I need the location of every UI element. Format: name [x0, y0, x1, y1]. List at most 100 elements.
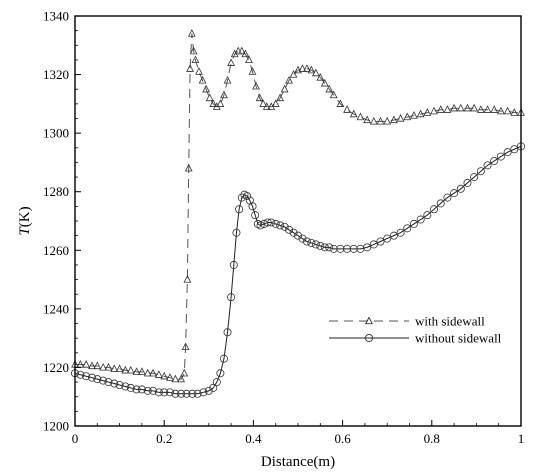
data-point-triangle [271, 99, 280, 107]
data-point-circle [443, 193, 452, 202]
data-point-triangle [436, 105, 445, 113]
data-point-circle [363, 243, 372, 252]
data-point-circle [285, 225, 294, 234]
data-point-circle [110, 379, 119, 388]
data-point-triangle [456, 103, 465, 112]
data-point-triangle [255, 93, 264, 102]
y-tick-label: 1200 [43, 419, 69, 434]
data-point-triangle [227, 58, 235, 66]
data-point-circle [87, 373, 96, 382]
data-point-triangle [503, 106, 512, 115]
data-point-circle [121, 382, 130, 391]
data-point-triangle [138, 367, 146, 375]
data-point-circle [483, 161, 492, 170]
data-point-circle [403, 224, 412, 233]
data-point-circle [463, 178, 472, 187]
data-point-circle [171, 389, 180, 398]
x-tick-label: 0.8 [424, 431, 440, 446]
data-point-triangle [171, 374, 180, 383]
legend-circle-marker-icon [364, 333, 374, 343]
y-tick-label: 1300 [43, 126, 69, 141]
data-point-circle [423, 211, 432, 220]
data-point-triangle [280, 84, 289, 93]
data-point-triangle [463, 103, 472, 112]
x-axis-title: Distance(m) [261, 454, 335, 470]
data-point-triangle [245, 55, 253, 64]
data-point-circle [204, 386, 213, 395]
data-point-circle [182, 389, 191, 398]
data-point-circle [416, 215, 425, 224]
data-point-circle [476, 167, 485, 176]
data-point-triangle [303, 64, 311, 72]
data-point-triangle [356, 112, 365, 121]
plot-frame [74, 15, 522, 427]
y-tick-label: 1220 [43, 360, 69, 375]
x-tick-label: 0.2 [156, 431, 172, 446]
data-point-circle [137, 385, 146, 394]
data-point-circle [289, 228, 298, 237]
data-point-circle [311, 240, 320, 249]
data-point-triangle [186, 64, 194, 72]
data-point-circle [510, 145, 519, 154]
series-line-1 [74, 145, 522, 395]
data-point-circle [76, 370, 85, 379]
data-point-circle [302, 237, 311, 246]
data-point-circle [154, 388, 163, 397]
data-point-triangle [248, 67, 257, 75]
data-point-circle [409, 219, 418, 228]
data-point-triangle [294, 65, 302, 74]
data-point-triangle [336, 99, 345, 107]
data-point-circle [320, 243, 329, 252]
data-point-triangle [307, 65, 316, 74]
y-axis-unit: (K) [17, 206, 33, 227]
data-point-triangle [110, 364, 119, 372]
data-point-triangle [209, 99, 218, 107]
data-point-triangle [410, 111, 418, 119]
data-point-circle [126, 383, 135, 392]
legend-item-with-sidewall: with sidewall [329, 314, 485, 329]
data-point-circle [248, 202, 257, 211]
data-point-triangle [316, 73, 325, 81]
data-point-triangle [154, 370, 163, 378]
data-point-triangle [252, 81, 260, 90]
ticks-layer: 0 0.2 0.4 0.6 0.8 1 1200 1220 1240 1260 1280 1300 13… [43, 9, 524, 447]
axes-layer [74, 15, 522, 427]
legend-label-without-sidewall: without sidewall [415, 331, 502, 346]
data-point-circle [229, 260, 238, 269]
data-point-triangle [115, 364, 124, 372]
data-point-triangle [82, 360, 91, 368]
data-point-triangle [220, 90, 228, 99]
data-point-triangle [311, 68, 320, 77]
data-point-circle [193, 389, 202, 398]
data-point-triangle [276, 93, 285, 102]
data-point-circle [325, 243, 334, 252]
data-point-triangle [132, 367, 141, 375]
data-point-circle [132, 385, 141, 394]
data-point-triangle [320, 78, 329, 87]
x-tick-label: 0.4 [245, 431, 262, 446]
data-point-circle [436, 199, 445, 208]
data-point-triangle [476, 105, 485, 113]
data-point-triangle [202, 84, 211, 93]
data-point-triangle [470, 103, 479, 112]
data-point-circle [263, 218, 272, 227]
data-point-triangle [430, 106, 438, 115]
data-point-circle [307, 238, 316, 247]
y-tick-label: 1340 [43, 9, 69, 24]
legend-label-with-sidewall: with sidewall [415, 314, 485, 329]
series-layer [71, 29, 526, 398]
data-point-triangle [126, 365, 135, 374]
data-point-triangle [403, 112, 412, 121]
x-tick-label: 0.6 [334, 431, 351, 446]
data-point-circle [496, 152, 505, 161]
data-point-triangle [187, 29, 196, 37]
data-point-circle [216, 369, 225, 378]
data-point-triangle [181, 342, 190, 351]
data-point-triangle [180, 368, 189, 377]
data-point-circle [271, 219, 280, 228]
data-point-circle [298, 234, 307, 243]
data-point-circle [232, 228, 241, 237]
y-axis-symbol: T [17, 226, 33, 236]
x-tick-label: 1 [518, 431, 525, 446]
